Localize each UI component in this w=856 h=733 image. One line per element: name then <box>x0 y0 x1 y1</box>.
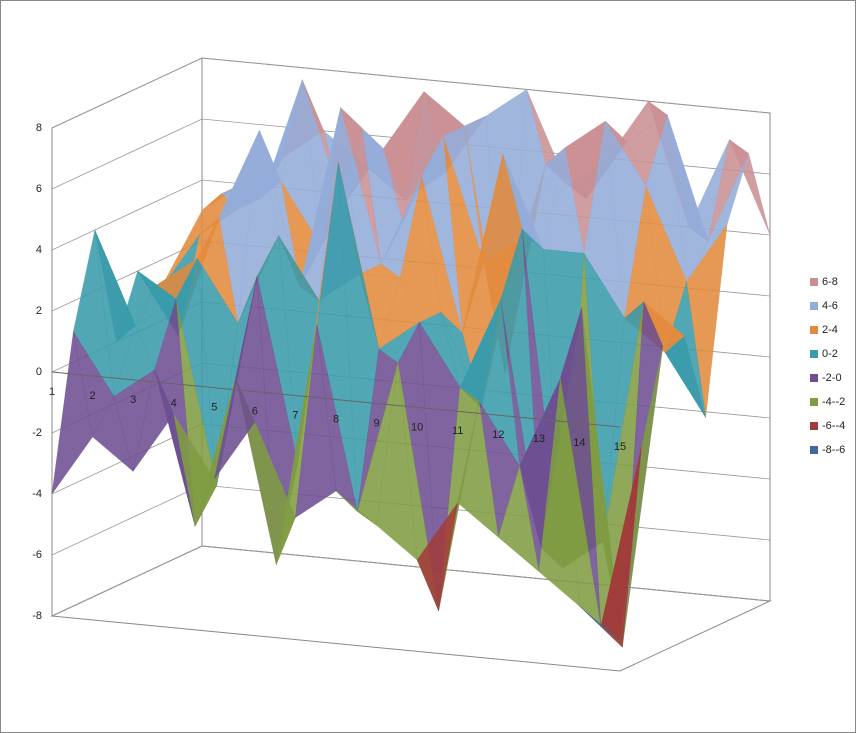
surface-facet <box>416 502 458 612</box>
x-tick-label: 3 <box>130 394 136 406</box>
z-tick-label: -6 <box>32 549 42 561</box>
legend-label: 2-4 <box>822 324 838 336</box>
z-tick-label: 4 <box>36 244 42 256</box>
x-tick-label: 10 <box>411 421 423 433</box>
z-tick-label: 6 <box>36 183 42 195</box>
x-tick-label: 6 <box>252 406 258 418</box>
surface-facet <box>51 331 93 495</box>
surface-facet <box>173 414 215 527</box>
x-tick-label: 7 <box>292 409 298 421</box>
surface <box>51 79 771 648</box>
surface-facet <box>538 378 580 607</box>
x-tick-label: 5 <box>211 402 217 414</box>
legend-swatch <box>810 374 818 382</box>
surface-facet <box>335 490 377 526</box>
z-tick-label: -2 <box>32 427 42 439</box>
legend-label: 6-8 <box>822 276 838 288</box>
x-tick-label: 8 <box>333 413 339 425</box>
surface-facet <box>457 401 499 538</box>
x-tick-label: 13 <box>533 433 545 445</box>
legend-label: 4-6 <box>822 300 838 312</box>
legend-swatch <box>810 278 818 286</box>
legend-label: -2-0 <box>822 372 842 384</box>
surface-facet <box>132 369 174 472</box>
legend-label: -8--6 <box>822 444 845 456</box>
x-tick-label: 1 <box>49 386 55 398</box>
legend-swatch <box>810 350 818 358</box>
grid-line <box>51 57 771 129</box>
legend-swatch <box>810 446 818 454</box>
x-axis-line <box>51 371 621 428</box>
surface-facet <box>214 377 256 480</box>
x-tick-label: 4 <box>171 398 177 410</box>
surface-facet <box>295 324 337 518</box>
surface-facet <box>579 605 621 641</box>
legend-swatch <box>810 422 818 430</box>
z-tick-label: -4 <box>32 488 42 500</box>
x-tick-label: 12 <box>492 429 504 441</box>
legend-swatch <box>810 326 818 334</box>
legend: 6-8 4-6 2-4 0-2 -2-0 -4--2 -6--4 -8--6 <box>810 276 845 456</box>
surface-facet <box>376 362 418 561</box>
x-tick-label: 2 <box>90 390 96 402</box>
x-tick-label: 9 <box>374 417 380 429</box>
x-tick-label: 11 <box>452 425 463 437</box>
z-tick-label: 2 <box>36 305 42 317</box>
legend-label: -4--2 <box>822 396 845 408</box>
z-tick-label: 0 <box>36 366 42 378</box>
legend-swatch <box>810 302 818 310</box>
surface-facet <box>92 395 134 472</box>
legend-swatch <box>810 398 818 406</box>
surface-facet <box>498 466 540 572</box>
legend-label: 0-2 <box>822 348 838 360</box>
x-tick-label: 14 <box>573 437 585 449</box>
surface-facet <box>254 422 296 566</box>
z-tick-label: -8 <box>32 610 42 622</box>
legend-label: -6--4 <box>822 420 845 432</box>
x-tick-label: 15 <box>614 441 626 453</box>
z-tick-label: 8 <box>36 122 42 134</box>
